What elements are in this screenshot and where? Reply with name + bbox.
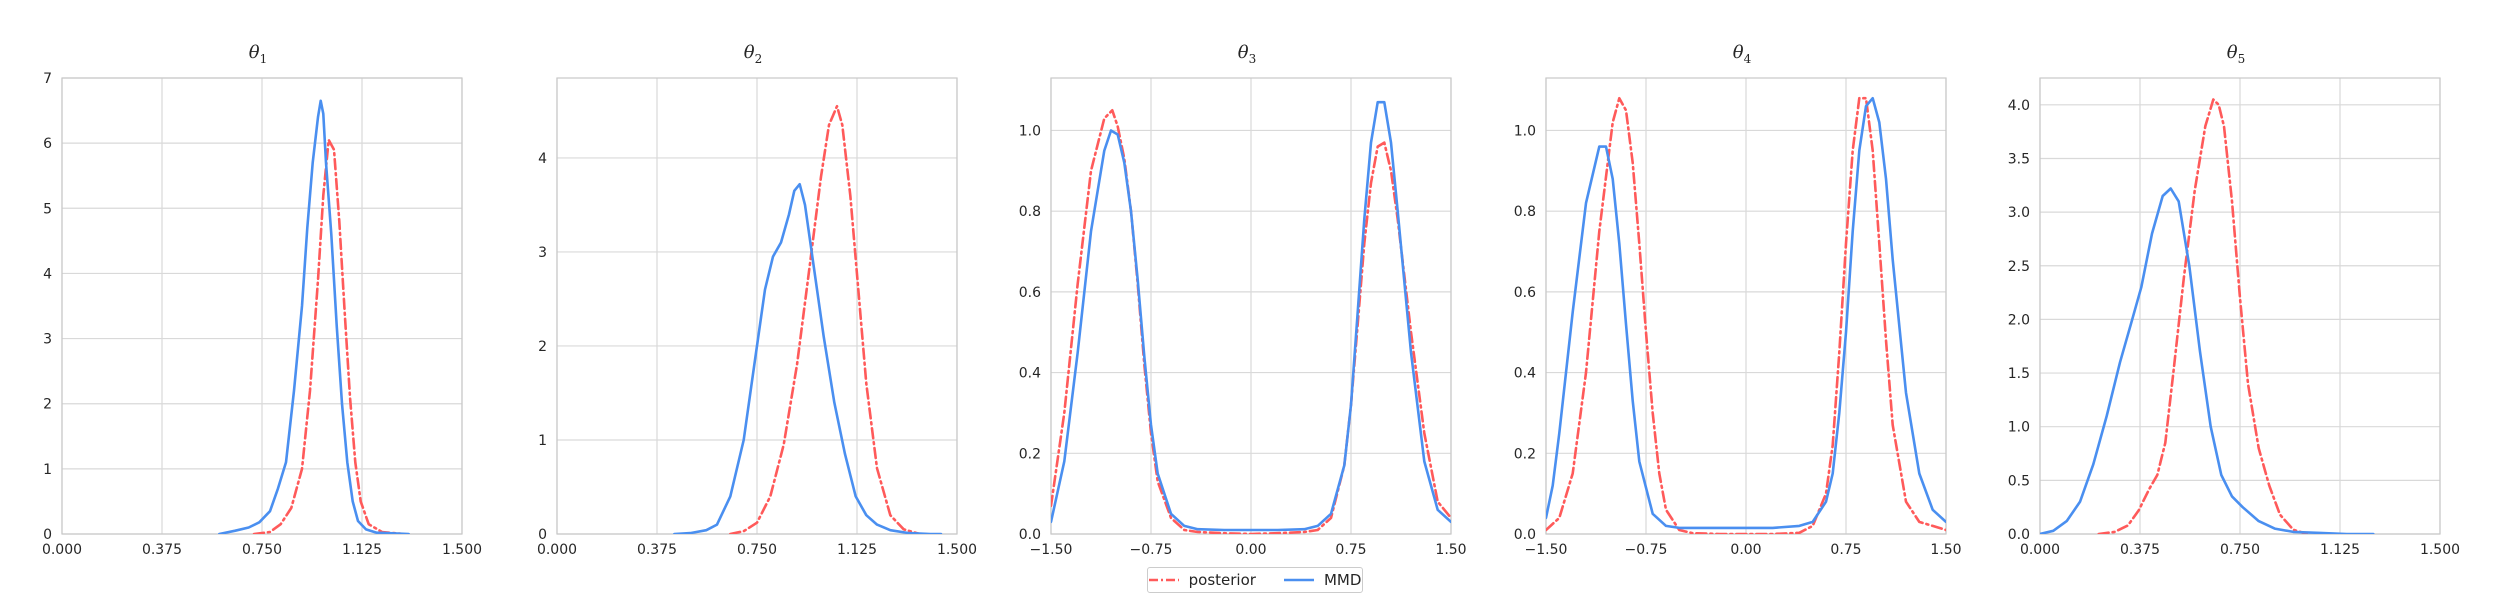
panel-title: θ5 xyxy=(2227,42,2245,66)
x-tick-label: −0.75 xyxy=(1130,542,1173,558)
y-tick-label: 0.0 xyxy=(1514,527,1536,543)
y-tick-label: 0.6 xyxy=(1019,285,1041,301)
y-tick-label: 0.8 xyxy=(1514,204,1536,220)
x-tick-label: 0.750 xyxy=(737,542,777,558)
y-tick-label: 0.5 xyxy=(2008,473,2030,489)
mmd-density-line xyxy=(218,99,410,534)
y-tick-label: 0.2 xyxy=(1514,446,1536,462)
panel-theta-2: 0.000 0.375 0.750 1.125 1.500 0 1 2 3 4 θ2 xyxy=(537,42,977,558)
panel-title: θ2 xyxy=(744,42,762,66)
posterior-density-line xyxy=(2097,98,2308,534)
x-tick-label: 0.00 xyxy=(1235,542,1266,558)
x-tick-label: 1.500 xyxy=(2420,542,2460,558)
x-tick-label: 1.500 xyxy=(937,542,977,558)
x-tick-label: 0.00 xyxy=(1730,542,1761,558)
y-tick-label: 5 xyxy=(43,201,52,217)
posterior-density-line xyxy=(1051,109,1451,534)
y-tick-label: 2 xyxy=(43,397,52,413)
x-tick-label: 1.500 xyxy=(442,542,482,558)
x-tick-label: 0.000 xyxy=(42,542,82,558)
legend-item-posterior: posterior xyxy=(1148,571,1256,589)
x-tick-label: −1.50 xyxy=(1525,542,1568,558)
x-tick-label: 1.125 xyxy=(2320,542,2360,558)
y-tick-label: 2.5 xyxy=(2008,259,2030,275)
y-tick-label: 1.0 xyxy=(2008,420,2030,436)
posterior-density-line xyxy=(729,104,921,534)
y-tick-label: 0.6 xyxy=(1514,285,1536,301)
y-tick-label: 0.4 xyxy=(1514,366,1536,382)
y-tick-label: 2 xyxy=(538,339,547,355)
x-tick-label: 0.000 xyxy=(537,542,577,558)
axes-frame xyxy=(2039,77,2441,535)
mmd-density-line xyxy=(1051,100,1451,532)
posterior-line-swatch xyxy=(1148,578,1179,582)
x-tick-label: 1.125 xyxy=(342,542,382,558)
x-tick-label: 0.750 xyxy=(2220,542,2260,558)
panel-title: θ4 xyxy=(1733,42,1752,66)
x-tick-label: 0.750 xyxy=(242,542,282,558)
x-tick-label: −0.75 xyxy=(1625,542,1668,558)
panel-title: θ1 xyxy=(249,42,267,66)
mmd-density-line xyxy=(2040,187,2375,534)
y-tick-label: 0.0 xyxy=(1019,527,1041,543)
x-tick-label: 1.125 xyxy=(837,542,877,558)
posterior-density-line xyxy=(252,138,405,534)
axes-frame xyxy=(556,77,958,535)
y-tick-label: 0 xyxy=(43,527,52,543)
mmd-density-line xyxy=(673,182,943,534)
y-tick-label: 4.0 xyxy=(2008,98,2030,114)
y-tick-label: 3 xyxy=(538,245,547,261)
y-tick-label: 0.8 xyxy=(1019,204,1041,220)
x-tick-label: 0.375 xyxy=(2120,542,2160,558)
y-tick-label: 4 xyxy=(538,151,547,167)
panel-theta-4: −1.50 −0.75 0.00 0.75 1.50 0.0 0.2 0.4 0.6 0.8 1.0… xyxy=(1514,42,1962,558)
x-tick-label: 0.375 xyxy=(637,542,677,558)
x-tick-label: 0.75 xyxy=(1335,542,1366,558)
panel-title: θ3 xyxy=(1238,42,1256,66)
legend-item-mmd: MMD xyxy=(1283,571,1362,589)
y-tick-label: 3 xyxy=(43,332,52,348)
x-tick-label: 0.000 xyxy=(2020,542,2060,558)
y-tick-label: 1.5 xyxy=(2008,366,2030,382)
y-tick-label: 7 xyxy=(43,71,52,87)
x-tick-label: 0.375 xyxy=(142,542,182,558)
posterior-density-line xyxy=(1546,96,1946,534)
y-tick-label: 3.0 xyxy=(2008,205,2030,221)
y-tick-label: 1.0 xyxy=(1514,123,1536,139)
y-tick-label: 4 xyxy=(43,266,52,282)
x-tick-label: 1.50 xyxy=(1930,542,1961,558)
x-tick-label: 0.75 xyxy=(1830,542,1861,558)
legend-label-mmd: MMD xyxy=(1323,571,1362,589)
y-tick-label: 0.0 xyxy=(2008,527,2030,543)
y-tick-label: 6 xyxy=(43,136,52,152)
y-tick-label: 2.0 xyxy=(2008,312,2030,328)
y-tick-label: 0.2 xyxy=(1019,446,1041,462)
mmd-line-swatch xyxy=(1283,578,1314,582)
panel-theta-1: 0.000 0.375 0.750 1.125 1.500 0 1 2 3 4 5 6 7 θ1 xyxy=(42,42,482,558)
legend-label-posterior: posterior xyxy=(1188,571,1256,589)
mmd-density-line xyxy=(1546,96,1946,530)
y-tick-label: 1.0 xyxy=(1019,123,1041,139)
x-tick-label: −1.50 xyxy=(1030,542,1073,558)
x-tick-label: 1.50 xyxy=(1435,542,1466,558)
legend: posterior MMD xyxy=(1147,567,1363,593)
y-tick-label: 0 xyxy=(538,527,547,543)
panel-theta-3: −1.50 −0.75 0.00 0.75 1.50 0.0 0.2 0.4 0.6 0.8 1.0… xyxy=(1019,42,1467,558)
panel-theta-5: 0.000 0.375 0.750 1.125 1.500 0.0 0.5 1.0 1.5 2.0… xyxy=(2008,42,2460,558)
y-tick-label: 0.4 xyxy=(1019,366,1041,382)
y-tick-label: 3.5 xyxy=(2008,151,2030,167)
y-tick-label: 1 xyxy=(538,433,547,449)
y-tick-label: 1 xyxy=(43,462,52,478)
